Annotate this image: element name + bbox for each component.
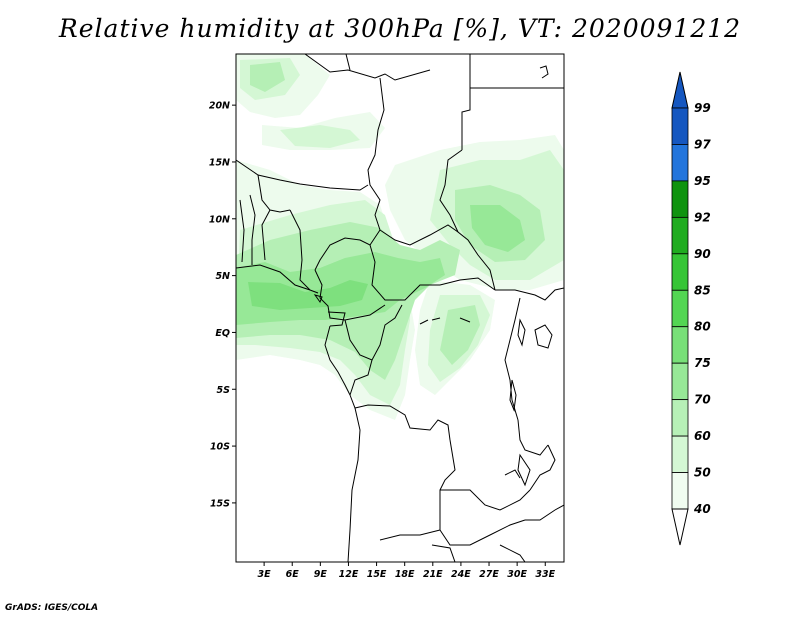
humidity-field bbox=[236, 54, 564, 420]
colorbar-label: 70 bbox=[694, 393, 711, 407]
colorbar-swatch bbox=[671, 216, 689, 255]
lon-tick-label: 30E bbox=[507, 569, 527, 580]
lon-tick-label: 15E bbox=[367, 569, 387, 580]
lat-tick-label: 10S bbox=[210, 442, 230, 453]
latitude-axis: 20N 15N 10N 5N EQ 5S 10S 15S bbox=[209, 101, 236, 509]
lat-tick-label: 5S bbox=[217, 385, 231, 396]
lat-tick-label: 15N bbox=[209, 157, 230, 168]
colorbar-label: 60 bbox=[694, 429, 711, 443]
colorbar-bottom-arrow bbox=[671, 508, 689, 546]
credit-footer: GrADS: IGES/COLA bbox=[5, 603, 99, 613]
colorbar: 99 97 95 92 90 85 80 75 70 60 50 40 bbox=[671, 71, 711, 546]
colorbar-label: 75 bbox=[694, 356, 711, 370]
colorbar-swatch bbox=[671, 180, 689, 218]
colorbar-swatch bbox=[671, 472, 689, 510]
country-borders bbox=[236, 54, 564, 562]
lat-tick-label: 10N bbox=[209, 214, 230, 225]
lon-tick-label: 9E bbox=[314, 569, 328, 580]
colorbar-swatch bbox=[671, 362, 689, 401]
lon-tick-label: 12E bbox=[339, 569, 359, 580]
colorbar-swatch bbox=[671, 107, 689, 145]
lon-tick-label: 33E bbox=[535, 569, 555, 580]
humidity-75-area bbox=[248, 280, 368, 310]
colorbar-label: 97 bbox=[694, 137, 711, 151]
colorbar-swatch bbox=[671, 326, 689, 364]
colorbar-label: 85 bbox=[694, 283, 711, 297]
colorbar-label: 92 bbox=[694, 210, 711, 224]
colorbar-swatch bbox=[671, 289, 689, 328]
lon-tick-label: 6E bbox=[286, 569, 300, 580]
lon-tick-label: 21E bbox=[423, 569, 443, 580]
colorbar-top-arrow bbox=[671, 71, 689, 109]
colorbar-swatch bbox=[671, 253, 689, 291]
colorbar-swatch bbox=[671, 435, 689, 473]
colorbar-label: 50 bbox=[694, 466, 711, 480]
colorbar-label: 99 bbox=[694, 101, 711, 115]
colorbar-swatch bbox=[671, 144, 689, 182]
colorbar-label: 90 bbox=[694, 247, 711, 261]
lat-tick-label: 20N bbox=[209, 101, 230, 112]
lon-tick-label: 3E bbox=[258, 569, 272, 580]
longitude-axis: 3E 6E 9E 12E 15E 18E 21E 24E 27E 30E 33E bbox=[258, 562, 556, 580]
lon-tick-label: 18E bbox=[395, 569, 415, 580]
map-frame bbox=[235, 53, 565, 563]
map-title: Relative humidity at 300hPa [%], VT: 202… bbox=[58, 14, 742, 43]
lat-tick-label: 5N bbox=[215, 271, 230, 282]
colorbar-label: 80 bbox=[694, 320, 711, 334]
colorbar-label: 95 bbox=[694, 174, 711, 188]
lon-tick-label: 27E bbox=[479, 569, 499, 580]
lon-tick-label: 24E bbox=[451, 569, 471, 580]
lat-tick-label: 15S bbox=[210, 498, 230, 509]
lat-tick-label: EQ bbox=[215, 328, 230, 339]
colorbar-label: 40 bbox=[693, 502, 711, 516]
colorbar-swatch bbox=[671, 399, 689, 437]
